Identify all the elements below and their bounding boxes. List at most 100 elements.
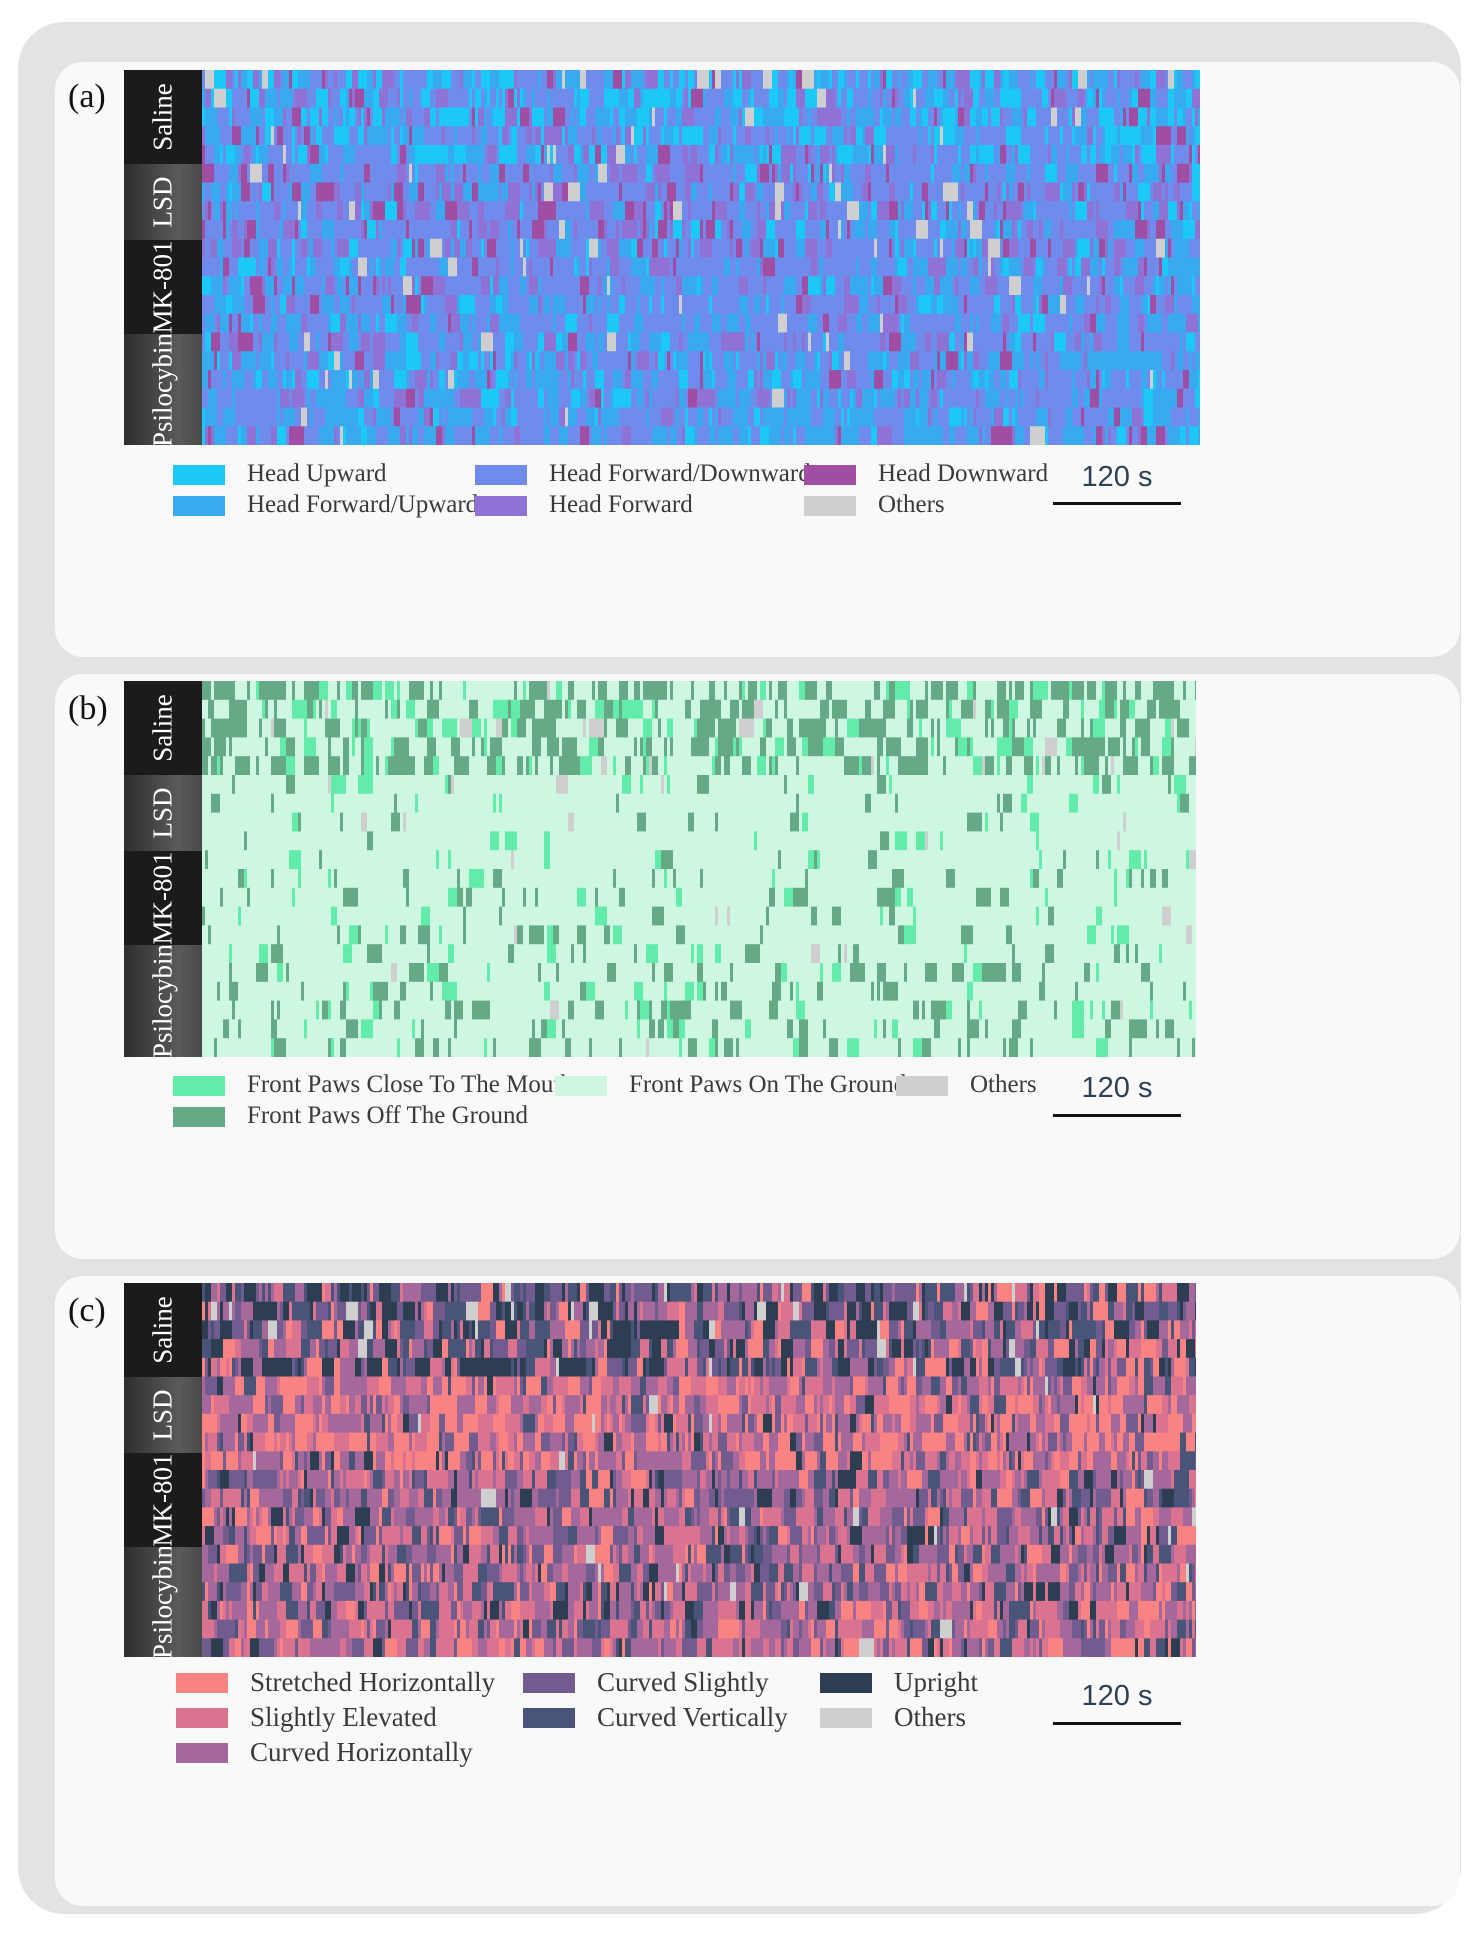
heatmap-cell: [943, 388, 977, 409]
heatmap-cell: [622, 1283, 626, 1303]
heatmap-cell: [1075, 370, 1088, 390]
heatmap-cell: [1120, 831, 1196, 851]
heatmap-cell: [616, 793, 620, 814]
heatmap-cell: [1048, 370, 1073, 390]
heatmap-cell: [481, 718, 485, 738]
heatmap-cell: [1195, 681, 1196, 701]
heatmap-cell: [916, 699, 929, 720]
heatmap-cell: [1195, 70, 1200, 90]
heatmap-cell: [709, 70, 713, 90]
heatmap-cell: [1141, 295, 1148, 315]
heatmap-cell: [619, 220, 623, 240]
heatmap-cell: [1174, 276, 1178, 296]
heatmap-cell: [787, 775, 809, 795]
heatmap-cell: [511, 126, 518, 146]
heatmap-cell: [397, 88, 401, 109]
heatmap-cell: [1033, 737, 1046, 757]
heatmap-cell: [886, 718, 908, 738]
heatmap-cell: [1180, 426, 1187, 445]
heatmap-cell: [673, 407, 677, 427]
heatmap-cell: [1069, 145, 1082, 165]
heatmap-cell: [322, 1320, 335, 1340]
heatmap-cell: [988, 370, 995, 390]
heatmap-cell: [436, 351, 440, 371]
heatmap-cell: [856, 1301, 860, 1321]
heatmap-cell: [760, 407, 764, 427]
heatmap-cell: [400, 70, 404, 90]
heatmap-cell: [391, 699, 398, 720]
heatmap-cell: [310, 407, 314, 427]
heatmap-cell: [646, 944, 659, 964]
heatmap-cell: [451, 163, 455, 184]
heatmap-cell: [979, 126, 1007, 146]
heatmap-cell: [523, 1376, 527, 1396]
heatmap-cell: [490, 426, 500, 445]
heatmap-cell: [1015, 681, 1025, 701]
heatmap-cell: [262, 370, 269, 390]
heatmap-cell: [1045, 1320, 1049, 1340]
heatmap-cell: [769, 1339, 776, 1359]
heatmap-cell: [442, 182, 452, 202]
heatmap-cell: [1084, 1000, 1091, 1020]
heatmap-cell: [958, 1376, 962, 1396]
heatmap-cell: [754, 699, 764, 720]
heatmap-cell: [301, 313, 308, 334]
heatmap-cell: [568, 126, 578, 146]
heatmap-cell: [688, 370, 701, 390]
heatmap-cell: [973, 201, 977, 221]
heatmap-cell: [754, 1376, 761, 1396]
heatmap-cell: [910, 681, 926, 701]
heatmap-cell: [790, 981, 794, 1002]
heatmap-cell: [337, 681, 341, 701]
heatmap-cell: [538, 388, 545, 409]
heatmap-cell: [295, 1283, 305, 1303]
heatmap-cell: [1033, 681, 1049, 701]
heatmap-cell: [703, 88, 707, 109]
heatmap-cell: [976, 388, 980, 409]
heatmap-cell: [463, 182, 473, 202]
heatmap-cell: [754, 182, 758, 202]
heatmap-cell: [391, 1376, 407, 1396]
heatmap-cell: [805, 1357, 818, 1378]
heatmap-cell: [718, 1019, 746, 1039]
heatmap-cell: [361, 681, 374, 701]
heatmap-cell: [970, 1301, 977, 1321]
heatmap-cell: [1147, 1019, 1157, 1039]
heatmap-cell: [1081, 332, 1085, 352]
heatmap-cell: [1015, 220, 1019, 240]
heatmap-cell: [484, 1038, 488, 1057]
heatmap-cell: [1171, 906, 1196, 926]
heatmap-cell: [1072, 182, 1076, 202]
heatmap-cell: [658, 351, 665, 371]
heatmap-cell: [763, 1357, 767, 1378]
heatmap-cell: [913, 145, 917, 165]
heatmap-cell: [1078, 163, 1097, 184]
heatmap-cell: [1036, 1320, 1040, 1340]
heatmap-cell: [259, 426, 272, 445]
heatmap-cell: [772, 370, 782, 390]
heatmap-cell: [358, 70, 368, 90]
heatmap-cell: [202, 1000, 233, 1020]
heatmap-cell: [610, 163, 620, 184]
heatmap-cell: [634, 201, 644, 221]
heatmap-cell: [877, 257, 896, 277]
heatmap-cell: [424, 1038, 434, 1057]
heatmap-cell: [829, 1038, 839, 1057]
heatmap-cell: [244, 1376, 257, 1396]
heatmap-cell: [337, 276, 344, 296]
heatmap-cell: [658, 1283, 665, 1303]
heatmap-cell: [538, 963, 542, 983]
heatmap-cell: [958, 1339, 962, 1359]
heatmap-cell: [667, 681, 671, 701]
heatmap-cell: [1183, 70, 1193, 90]
heatmap-cell: [673, 869, 677, 889]
heatmap-cell: [811, 1283, 815, 1303]
heatmap-cell: [820, 1357, 824, 1378]
heatmap-cell: [502, 426, 515, 445]
heatmap-cell: [688, 812, 695, 832]
heatmap-cell: [247, 70, 254, 90]
heatmap-cell: [520, 182, 530, 202]
heatmap-cell: [985, 163, 989, 184]
heatmap-cell: [520, 88, 524, 109]
heatmap-cell: [586, 107, 596, 127]
